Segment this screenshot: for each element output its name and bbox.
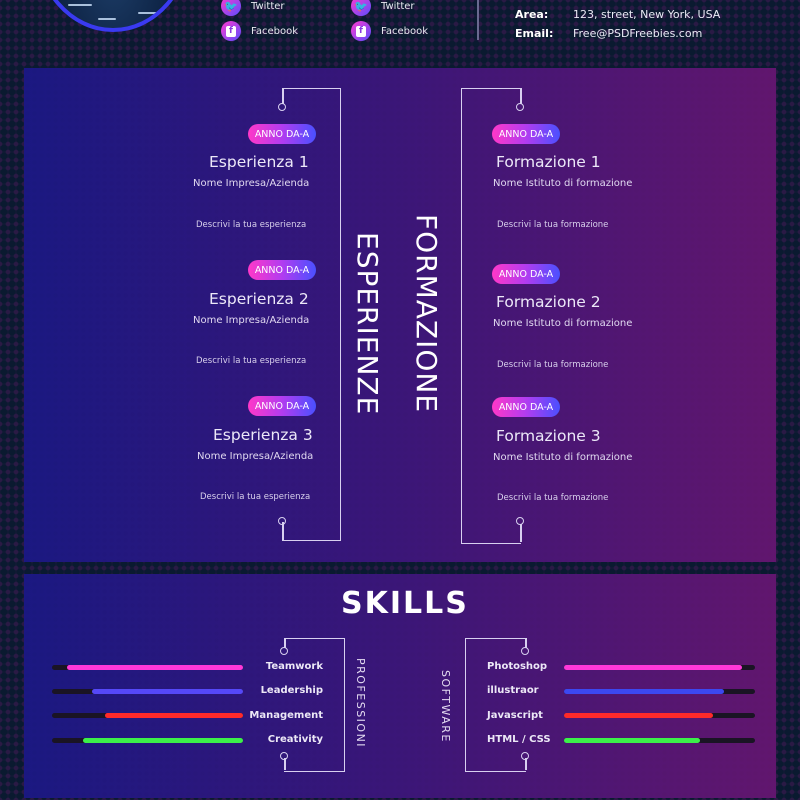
skill-bar-fill xyxy=(67,665,243,670)
education-title: Formazione 2 xyxy=(496,293,601,311)
education-title: Formazione 3 xyxy=(496,427,601,445)
email-link[interactable]: Free@PSDFreebies.com xyxy=(573,27,703,40)
social-label: Twitter xyxy=(381,0,415,12)
skill-label: HTML / CSS xyxy=(487,734,551,745)
skill-bar xyxy=(564,713,755,718)
bracket-stem xyxy=(525,638,527,648)
facebook-icon: f xyxy=(221,21,241,41)
professional-bracket xyxy=(284,638,345,772)
skill-bar xyxy=(52,713,243,718)
experience-section-title: ESPERIENZE xyxy=(351,232,384,416)
bracket-stem xyxy=(284,638,286,648)
social-twitter-left[interactable]: 🐦 Twitter xyxy=(221,0,285,16)
bracket-dot xyxy=(521,752,529,760)
education-school: Nome Istituto di formazione xyxy=(493,178,633,189)
experience-education-panel xyxy=(24,68,776,562)
skill-label: Management xyxy=(249,710,323,721)
skill-bar-fill xyxy=(564,665,742,670)
social-label: Twitter xyxy=(251,0,285,12)
experience-bracket xyxy=(282,88,341,541)
year-badge: ANNO DA-A xyxy=(492,397,560,417)
skills-panel xyxy=(24,574,776,798)
profile-photo xyxy=(34,0,192,32)
education-desc: Descrivi la tua formazione xyxy=(497,360,609,370)
bracket-stem xyxy=(520,88,522,104)
skill-bar xyxy=(564,738,755,743)
education-section-title: FORMAZIONE xyxy=(410,214,443,414)
education-title: Formazione 1 xyxy=(496,153,601,171)
area-label: Area: xyxy=(515,8,549,21)
year-badge: ANNO DA-A xyxy=(492,124,560,144)
skill-bar-fill xyxy=(92,689,243,694)
bracket-dot xyxy=(280,752,288,760)
bracket-dot xyxy=(278,103,286,111)
header-divider xyxy=(477,0,479,40)
area-value: 123, street, New York, USA xyxy=(573,8,721,21)
skill-bar-fill xyxy=(564,713,713,718)
software-bracket xyxy=(465,638,526,772)
skill-bar-fill xyxy=(105,713,243,718)
experience-title: Esperienza 3 xyxy=(213,426,313,444)
experience-company: Nome Impresa/Azienda xyxy=(193,315,310,326)
skill-bar xyxy=(52,738,243,743)
experience-company: Nome Impresa/Azienda xyxy=(197,451,314,462)
bracket-dot xyxy=(521,647,529,655)
facebook-icon: f xyxy=(351,21,371,41)
bracket-dot xyxy=(516,517,524,525)
social-label: Facebook xyxy=(381,25,428,37)
education-bracket xyxy=(461,88,521,544)
twitter-icon: 🐦 xyxy=(221,0,241,16)
software-label: SOFTWARE xyxy=(439,670,452,743)
experience-company: Nome Impresa/Azienda xyxy=(193,178,310,189)
social-twitter-right[interactable]: 🐦 Twitter xyxy=(351,0,415,16)
social-facebook-right[interactable]: f Facebook xyxy=(351,21,428,41)
experience-desc: Descrivi la tua esperienza xyxy=(196,356,307,366)
experience-title: Esperienza 1 xyxy=(209,153,309,171)
experience-desc: Descrivi la tua esperienza xyxy=(200,492,311,502)
skill-bar xyxy=(564,665,755,670)
skill-bar xyxy=(564,689,755,694)
bracket-stem xyxy=(525,758,527,770)
experience-title: Esperienza 2 xyxy=(209,290,309,308)
bracket-stem xyxy=(520,524,522,542)
year-badge: ANNO DA-A xyxy=(248,124,316,144)
skill-bar-fill xyxy=(564,738,700,743)
education-school: Nome Istituto di formazione xyxy=(493,452,633,463)
year-badge: ANNO DA-A xyxy=(248,260,316,280)
skill-label: Leadership xyxy=(260,685,323,696)
bracket-stem xyxy=(284,758,286,770)
education-desc: Descrivi la tua formazione xyxy=(497,220,609,230)
social-facebook-left[interactable]: f Facebook xyxy=(221,21,298,41)
education-desc: Descrivi la tua formazione xyxy=(497,493,609,503)
education-school: Nome Istituto di formazione xyxy=(493,318,633,329)
skills-title: SKILLS xyxy=(341,586,469,621)
skill-label: Photoshop xyxy=(487,661,548,672)
email-label: Email: xyxy=(515,27,554,40)
twitter-icon: 🐦 xyxy=(351,0,371,16)
skill-bar-fill xyxy=(564,689,725,694)
skill-label: illustraor xyxy=(487,685,539,696)
skill-bar xyxy=(52,689,243,694)
bracket-dot xyxy=(280,647,288,655)
experience-desc: Descrivi la tua esperienza xyxy=(196,220,307,230)
social-label: Facebook xyxy=(251,25,298,37)
bracket-dot xyxy=(278,517,286,525)
skill-bar xyxy=(52,665,243,670)
bracket-stem xyxy=(282,522,284,540)
year-badge: ANNO DA-A xyxy=(248,396,316,416)
professional-label: PROFESSIONI xyxy=(354,658,367,749)
year-badge: ANNO DA-A xyxy=(492,264,560,284)
skill-label: Creativity xyxy=(267,734,323,745)
bracket-dot xyxy=(516,103,524,111)
skill-label: Teamwork xyxy=(265,661,323,672)
skill-bar-fill xyxy=(82,738,243,743)
bracket-stem xyxy=(282,88,284,104)
skill-label: Javascript xyxy=(487,710,543,721)
